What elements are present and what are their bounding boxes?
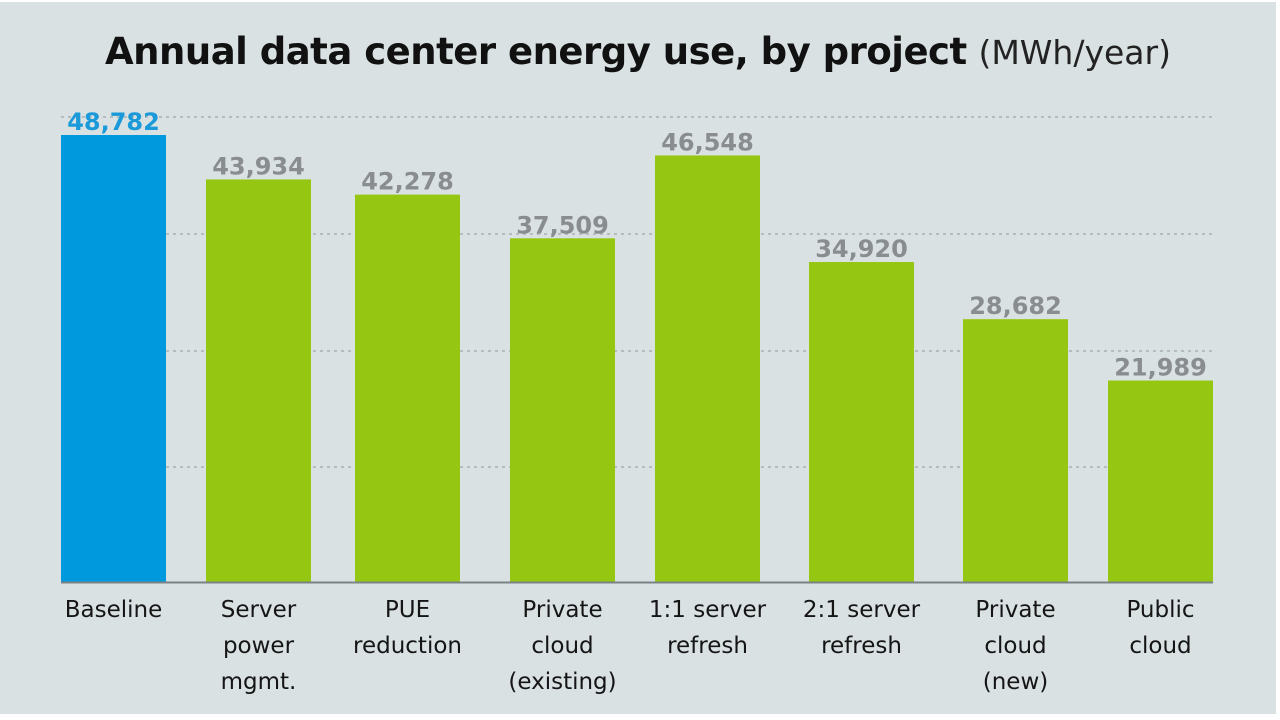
data-label: 34,920 — [815, 235, 908, 263]
category-label-line: 2:1 server — [802, 597, 921, 623]
category-label-line: refresh — [667, 633, 748, 659]
category-label-line: (existing) — [508, 669, 617, 695]
category-label: Public cloud — [1086, 592, 1236, 664]
category-label: 2:1 server refresh — [787, 592, 937, 664]
bar — [963, 319, 1068, 582]
bar — [510, 238, 615, 582]
category-label-line: mgmt. — [220, 669, 297, 695]
chart-title-main: Annual data center energy use, by projec… — [105, 30, 967, 73]
bar — [809, 262, 914, 582]
category-label-line: cloud — [984, 633, 1047, 659]
data-label: 28,682 — [969, 292, 1062, 320]
data-label: 43,934 — [212, 152, 305, 180]
category-label-line: (new) — [982, 669, 1049, 695]
data-label: 48,782 — [67, 108, 160, 136]
chart-title: Annual data center energy use, by projec… — [0, 28, 1276, 77]
category-label: Private cloud (new) — [941, 592, 1091, 700]
category-label-line: Server — [220, 597, 297, 623]
category-label-line: Private — [522, 597, 603, 623]
bar — [355, 194, 460, 583]
category-label-line: Private — [975, 597, 1056, 623]
bar — [206, 179, 311, 582]
category-label: Baseline — [39, 592, 189, 628]
data-label: 42,278 — [361, 168, 454, 196]
data-label: 37,509 — [516, 211, 609, 239]
category-label-line: 1:1 server — [648, 597, 767, 623]
category-label: Private cloud (existing) — [488, 592, 638, 700]
bar — [61, 135, 166, 582]
category-label-line: reduction — [353, 633, 462, 659]
data-label: 21,989 — [1114, 354, 1207, 382]
category-label-line: power — [222, 633, 295, 659]
category-label: 1:1 server refresh — [633, 592, 783, 664]
category-label-line: cloud — [1129, 633, 1192, 659]
chart-title-unit: (MWh/year) — [978, 33, 1171, 72]
category-label-line: Public — [1126, 597, 1195, 623]
category-label: Server power mgmt. — [184, 592, 334, 700]
category-label-line: PUE — [384, 597, 431, 623]
data-label: 46,548 — [661, 128, 754, 156]
category-label: PUE reduction — [333, 592, 483, 664]
bar — [1108, 380, 1213, 582]
category-label-line: Baseline — [64, 597, 163, 623]
bar — [655, 155, 760, 582]
category-label-line: cloud — [531, 633, 594, 659]
category-label-line: refresh — [821, 633, 902, 659]
